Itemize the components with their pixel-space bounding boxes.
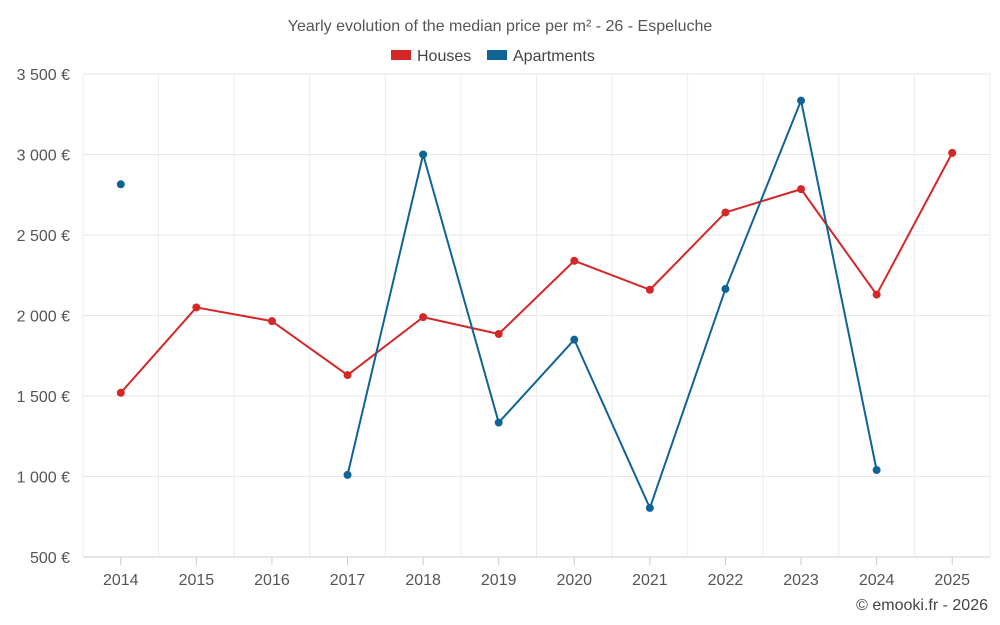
data-point-houses[interactable] xyxy=(192,303,201,312)
x-tick-label: 2021 xyxy=(632,572,668,589)
data-point-apartments[interactable] xyxy=(494,418,503,427)
y-tick-label: 500 € xyxy=(30,550,70,567)
grid xyxy=(82,73,991,557)
legend-label-apartments: Apartments xyxy=(513,48,595,65)
series-line-apartments xyxy=(346,99,878,509)
legend-label-houses: Houses xyxy=(417,48,471,65)
data-point-houses[interactable] xyxy=(570,256,579,265)
legend: Houses Apartments xyxy=(391,48,595,65)
series-apartments xyxy=(116,96,881,512)
series xyxy=(116,96,957,512)
data-point-houses[interactable] xyxy=(721,208,730,217)
axes: 500 € 1 000 € 1 500 € 2 000 € 2 500 € 3 000 €… xyxy=(17,67,990,589)
data-point-apartments[interactable] xyxy=(645,503,654,512)
x-tick-label: 2024 xyxy=(859,572,895,589)
data-point-apartments[interactable] xyxy=(116,180,125,189)
x-tick-label: 2016 xyxy=(254,572,290,589)
y-tick-label: 1 000 € xyxy=(17,470,70,487)
y-tick-label: 3 500 € xyxy=(17,67,70,84)
x-tick-label: 2018 xyxy=(405,572,441,589)
x-tick-label: 2020 xyxy=(556,572,592,589)
series-line-houses xyxy=(120,152,954,394)
legend-item-apartments[interactable]: Apartments xyxy=(487,48,595,65)
y-tick-label: 1 500 € xyxy=(17,389,70,406)
data-point-apartments[interactable] xyxy=(797,96,806,105)
x-tick-label: 2017 xyxy=(330,572,366,589)
y-tick-label: 2 000 € xyxy=(17,309,70,326)
y-tick-label: 3 000 € xyxy=(17,148,70,165)
x-tick-label: 2022 xyxy=(708,572,744,589)
x-tick-label: 2015 xyxy=(179,572,215,589)
series-houses xyxy=(116,148,957,397)
data-point-houses[interactable] xyxy=(267,317,276,326)
data-point-houses[interactable] xyxy=(797,185,806,194)
data-point-houses[interactable] xyxy=(872,290,881,299)
data-point-houses[interactable] xyxy=(343,371,352,380)
data-point-apartments[interactable] xyxy=(721,284,730,293)
data-point-houses[interactable] xyxy=(494,330,503,339)
x-tick-label: 2014 xyxy=(103,572,139,589)
data-point-houses[interactable] xyxy=(419,313,428,322)
credit-text: © emooki.fr - 2026 xyxy=(856,597,988,614)
data-point-houses[interactable] xyxy=(948,148,957,157)
data-point-apartments[interactable] xyxy=(419,150,428,159)
x-tick-label: 2019 xyxy=(481,572,517,589)
data-point-houses[interactable] xyxy=(116,388,125,397)
legend-swatch-houses xyxy=(391,50,411,60)
legend-swatch-apartments xyxy=(487,50,507,60)
chart-title: Yearly evolution of the median price per… xyxy=(288,18,713,35)
data-point-houses[interactable] xyxy=(645,285,654,294)
data-point-apartments[interactable] xyxy=(872,466,881,475)
x-tick-label: 2023 xyxy=(783,572,819,589)
data-point-apartments[interactable] xyxy=(343,470,352,479)
x-tick-label: 2025 xyxy=(934,572,970,589)
y-tick-label: 2 500 € xyxy=(17,228,70,245)
legend-item-houses[interactable]: Houses xyxy=(391,48,471,65)
data-point-apartments[interactable] xyxy=(570,335,579,344)
